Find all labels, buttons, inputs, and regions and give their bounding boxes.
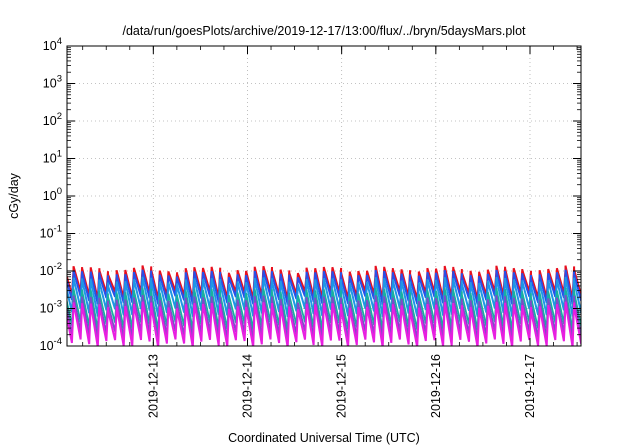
chart-title: /data/run/goesPlots/archive/2019-12-17/1… xyxy=(122,24,526,38)
y-tick-label: 10-4 xyxy=(40,336,62,353)
x-tick-label: 2019-12-17 xyxy=(523,354,537,418)
y-tick-label: 103 xyxy=(43,74,62,91)
y-tick-labels: 104 103 102 101 100 10-1 10-2 10-3 10-4 xyxy=(40,36,62,353)
x-tick-labels: 2019-12-13 2019-12-14 2019-12-15 2019-12-16… xyxy=(146,354,537,418)
y-tick-label: 10-3 xyxy=(40,299,62,316)
series-layer xyxy=(67,265,581,346)
x-tick-label: 2019-12-15 xyxy=(335,354,349,418)
y-tick-label: 10-1 xyxy=(40,224,62,241)
y-tick-label: 101 xyxy=(43,149,62,166)
series-line-6 xyxy=(67,301,581,346)
axis-ticks xyxy=(67,45,581,347)
y-tick-label: 102 xyxy=(43,111,62,128)
series-line-3 xyxy=(67,276,581,317)
x-axis-label: Coordinated Universal Time (UTC) xyxy=(228,431,420,445)
x-tick-label: 2019-12-14 xyxy=(240,354,254,418)
series-line-1 xyxy=(67,265,581,300)
y-axis-label: cGy/day xyxy=(7,172,21,219)
y-tick-label: 10-2 xyxy=(40,261,62,278)
y-tick-label: 104 xyxy=(43,36,62,53)
series-line-2 xyxy=(67,269,581,305)
x-tick-label: 2019-12-16 xyxy=(429,354,443,418)
y-tick-label: 100 xyxy=(43,186,62,203)
x-tick-label: 2019-12-13 xyxy=(146,354,160,418)
